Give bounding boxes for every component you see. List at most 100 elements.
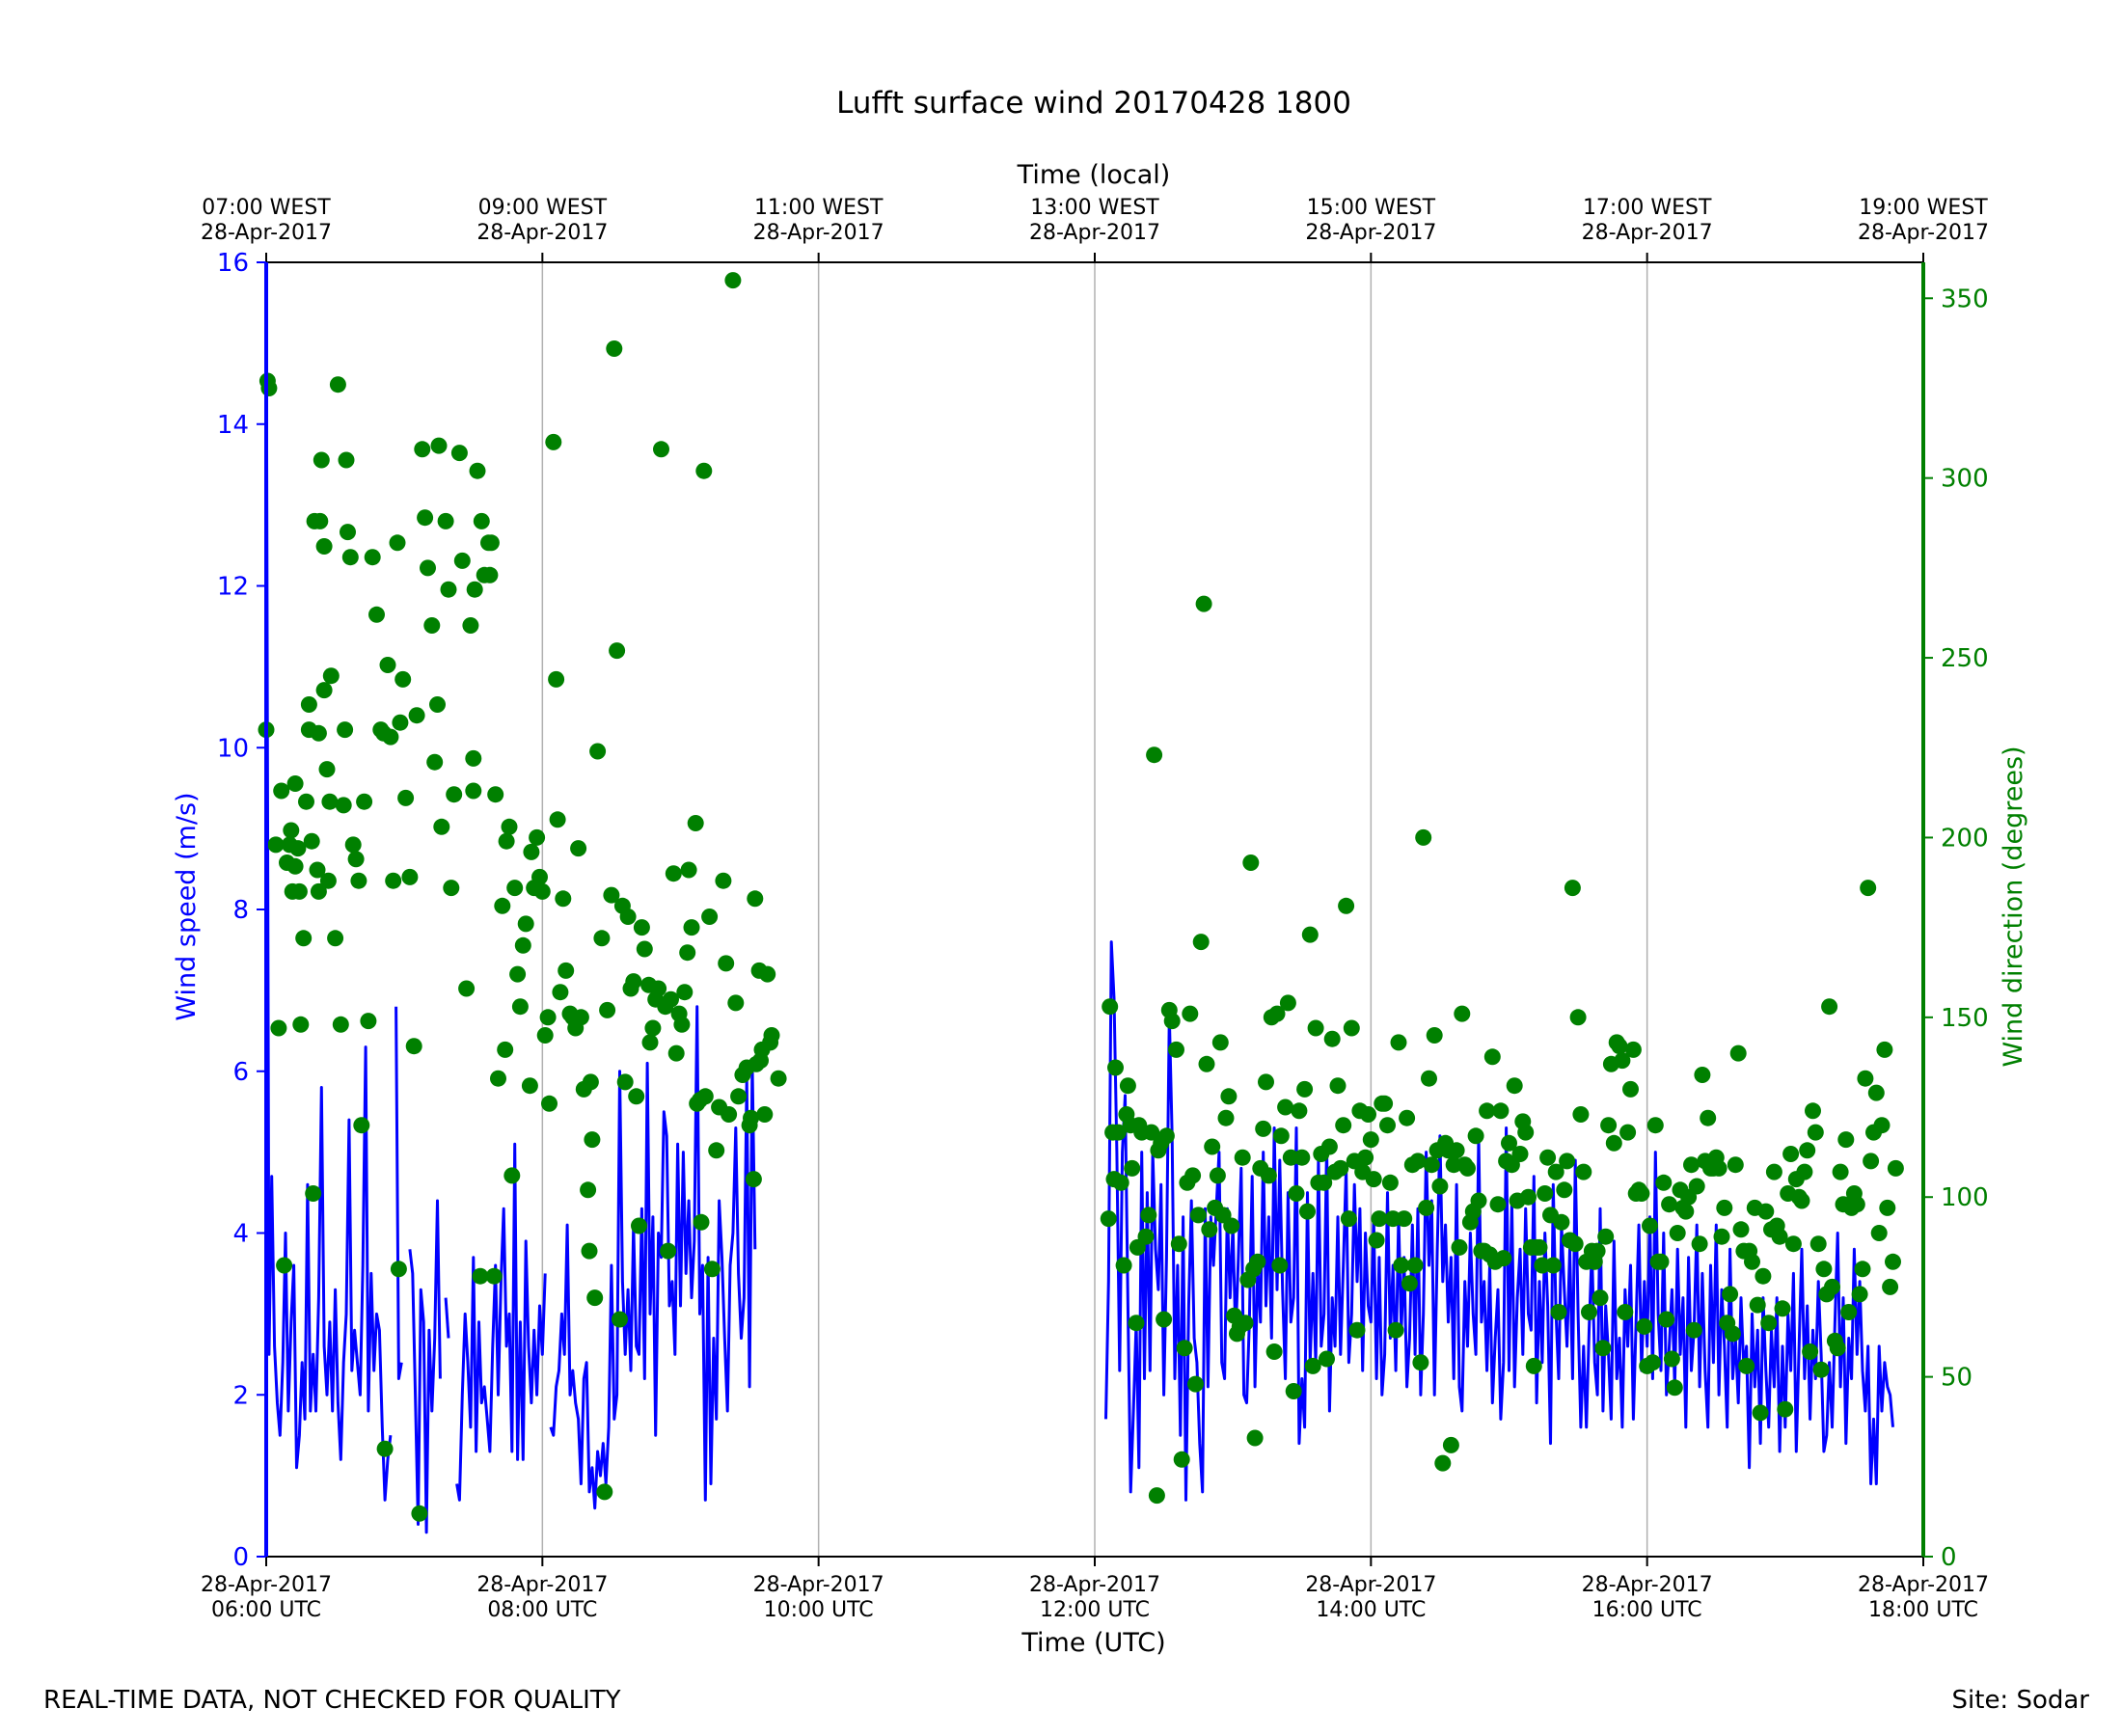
wind-direction-point (1876, 1041, 1893, 1058)
wind-direction-point (641, 1034, 659, 1051)
wind-direction-point (1605, 1134, 1622, 1152)
wind-direction-point (1873, 1117, 1891, 1134)
wind-direction-point (1724, 1325, 1741, 1343)
wind-direction-point (673, 1016, 691, 1033)
wind-speed-line (264, 261, 393, 1502)
wind-direction-point (721, 1106, 738, 1123)
wind-direction-point (586, 1289, 604, 1307)
wind-direction-point (1279, 994, 1296, 1012)
wind-direction-point (1323, 1030, 1341, 1047)
wind-direction-point (273, 782, 290, 800)
wind-direction-point (1426, 1027, 1443, 1044)
wind-direction-point (1277, 1099, 1294, 1116)
top-tick-date: 28-Apr-2017 (753, 221, 884, 245)
wind-direction-point (503, 1167, 521, 1184)
wind-speed-line (408, 1199, 442, 1534)
wind-direction-point (1163, 1013, 1181, 1030)
wind-direction-point (446, 786, 463, 803)
wind-direction-point (612, 1311, 628, 1328)
wind-direction-point (389, 534, 406, 552)
wind-direction-point (1115, 1257, 1132, 1274)
wind-direction-series (258, 272, 1904, 1522)
wind-direction-point (1182, 1005, 1199, 1022)
wind-direction-point (727, 994, 745, 1012)
wind-direction-point (1459, 1159, 1476, 1177)
wind-direction-point (298, 793, 314, 810)
wind-direction-point (1271, 1257, 1289, 1274)
wind-direction-point (385, 872, 402, 889)
wind-direction-point (763, 1027, 780, 1044)
wind-direction-point (462, 617, 479, 634)
bottom-axis-label: Time (UTC) (1020, 1628, 1165, 1658)
wind-direction-point (1805, 1102, 1821, 1120)
wind-direction-point (572, 1009, 589, 1026)
wind-direction-point (1451, 1238, 1468, 1256)
wind-direction-point (667, 1044, 685, 1062)
wind-direction-point (327, 930, 344, 947)
wind-direction-point (533, 882, 551, 900)
wind-direction-point (485, 1267, 503, 1285)
wind-direction-point (1655, 1174, 1673, 1191)
wind-direction-point (1211, 1034, 1229, 1051)
wind-direction-point (426, 753, 444, 771)
wind-direction-point (1412, 1354, 1429, 1371)
wind-direction-point (1442, 1436, 1459, 1453)
wind-direction-point (1260, 1167, 1277, 1184)
wind-direction-point (743, 1109, 759, 1126)
wind-direction-point (437, 512, 454, 529)
wind-direction-point (286, 857, 304, 875)
wind-direction-point (1867, 1084, 1885, 1101)
left-tick-label: 0 (232, 1543, 249, 1572)
wind-direction-point (687, 815, 704, 831)
wind-direction-point (382, 728, 399, 746)
wind-direction-point (1796, 1163, 1813, 1180)
wind-direction-point (1234, 1149, 1251, 1166)
wind-direction-point (401, 868, 419, 885)
wind-direction-point (322, 667, 340, 685)
wind-direction-point (1112, 1174, 1129, 1191)
wind-direction-point (1157, 1127, 1175, 1145)
top-axis-label: Time (local) (1017, 160, 1171, 190)
left-tick-label: 12 (217, 573, 249, 602)
wind-direction-point (1569, 1009, 1587, 1026)
wind-speed-line (394, 1006, 403, 1380)
wind-direction-point (501, 818, 518, 835)
wind-direction-point (1802, 1343, 1819, 1360)
wind-direction-point (1501, 1134, 1517, 1152)
right-tick-label: 50 (1941, 1364, 1972, 1393)
wind-direction-point (1285, 1383, 1302, 1399)
wind-direction-point (1399, 1109, 1416, 1126)
wind-direction-point (1619, 1124, 1637, 1141)
wind-direction-point (541, 1095, 558, 1112)
wind-direction-point (1757, 1203, 1775, 1220)
wind-direction-point (1249, 1253, 1266, 1270)
wind-direction-point (1204, 1138, 1221, 1155)
wind-direction-point (429, 696, 446, 713)
wind-direction-point (1821, 998, 1838, 1016)
bottom-tick-time: 06:00 UTC (211, 1598, 321, 1622)
wind-direction-point (1246, 1429, 1264, 1447)
wind-direction-point (1863, 1153, 1880, 1170)
wind-direction-point (1168, 1041, 1184, 1058)
wind-direction-point (310, 882, 327, 900)
wind-direction-point (628, 1088, 645, 1105)
bottom-tick-date: 28-Apr-2017 (201, 1573, 332, 1597)
bottom-tick-time: 16:00 UTC (1592, 1598, 1702, 1622)
wind-direction-point (680, 861, 697, 879)
bottom-tick-date: 28-Apr-2017 (1305, 1573, 1436, 1597)
wind-direction-point (1854, 1261, 1871, 1278)
wind-direction-point (1752, 1404, 1769, 1422)
wind-direction-point (494, 897, 511, 914)
wind-direction-point (267, 836, 285, 854)
wind-direction-point (1738, 1357, 1755, 1374)
wind-direction-point (1559, 1153, 1576, 1170)
wind-direction-point (420, 559, 436, 577)
wind-direction-point (289, 840, 307, 857)
wind-direction-point (581, 1242, 598, 1260)
wind-direction-point (1683, 1156, 1700, 1174)
wind-direction-point (1119, 1077, 1136, 1095)
wind-direction-point (450, 445, 468, 462)
wind-direction-point (300, 696, 317, 713)
wind-direction-point (341, 549, 359, 566)
